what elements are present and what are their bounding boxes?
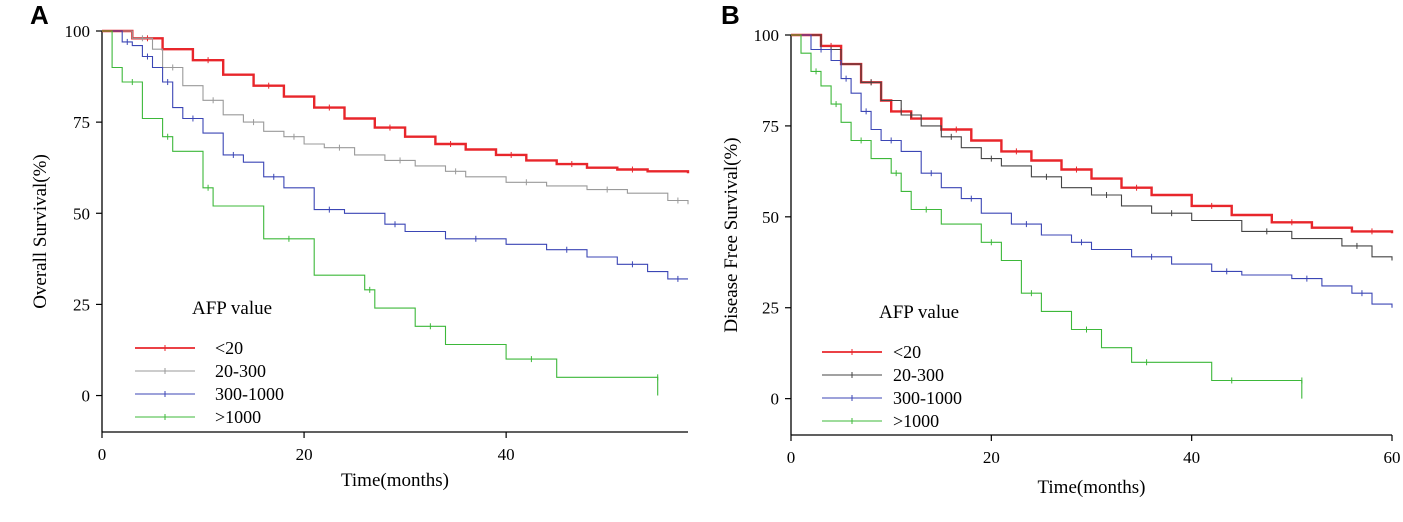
panel-a-series-20-300-censor-marks [141, 35, 679, 204]
panel-a-y-tick-label: 0 [82, 387, 91, 406]
panel-b-series-gt1000-curve [791, 34, 1303, 399]
panel-a-series-300-1000-curve [102, 30, 688, 280]
panel-b-disease-free-survival-chart: 0 25 50 75 100 0 20 40 60 Time(months) Disease Fre… [721, 26, 1401, 498]
panel-a-legend-label-gt1000: >1000 [215, 407, 261, 427]
panel-b-series-gt1000-censor-marks [815, 68, 1303, 384]
panel-b-x-tick-label: 0 [787, 448, 796, 467]
panel-b-x-tick-label: 60 [1384, 448, 1401, 467]
panel-b-y-axis-title: Disease Free Survival(%) [721, 137, 742, 332]
panel-b-y-tick-label: 75 [762, 117, 779, 136]
panel-b-series-300-1000-censor-marks [820, 46, 1363, 297]
panel-a-x-tick-label: 40 [498, 445, 515, 464]
panel-b-y-tick-label: 50 [762, 208, 779, 227]
panel-b-legend-label-20-300: 20-300 [893, 365, 944, 385]
panel-label-a: A [30, 0, 49, 30]
panel-label-b: B [721, 0, 740, 30]
panel-a-series-lt20-curve [102, 29, 690, 174]
panel-b-x-tick-label: 20 [983, 448, 1000, 467]
panel-a-x-axis-title: Time(months) [341, 470, 449, 491]
panel-a-y-axis-title: Overall Survival(%) [30, 154, 51, 309]
panel-b-series-20-300-censor-marks [830, 46, 1358, 249]
panel-b-series-300-1000-curve [791, 34, 1393, 308]
panel-b-legend-title: AFP value [879, 302, 959, 323]
panel-a-series-20-300-curve [102, 30, 689, 205]
panel-a-series-300-1000-censor-marks [126, 38, 679, 282]
panel-b-x-axis-title: Time(months) [1037, 477, 1145, 498]
panel-a-legend-label-lt20: <20 [215, 338, 243, 358]
panel-b-x-tick-label: 40 [1183, 448, 1200, 467]
panel-a-legend-title: AFP value [192, 298, 272, 319]
panel-a-y-tick-label: 25 [73, 295, 90, 314]
panel-a-x-tick-label: 0 [98, 445, 107, 464]
panel-b-series-lt20-censor-marks [830, 42, 1373, 235]
panel-a-overall-survival-chart: 0 25 50 75 100 0 20 40 Time(months) Overall Survi… [30, 22, 690, 491]
panel-a-series-lt20-censor-marks [146, 35, 633, 173]
panel-b-legend-label-300-1000: 300-1000 [893, 388, 962, 408]
panel-a-legend-label-20-300: 20-300 [215, 361, 266, 381]
panel-a-y-tick-label: 50 [73, 204, 90, 223]
panel-a-series-gt1000-curve [102, 30, 659, 396]
panel-b-legend-label-gt1000: >1000 [893, 411, 939, 431]
panel-b-series-20-300-curve [791, 34, 1393, 261]
panel-b-y-tick-label: 25 [762, 299, 779, 318]
panel-b-y-tick-label: 100 [754, 26, 780, 45]
panel-a-y-tick-label: 100 [65, 22, 91, 41]
panel-b-legend-label-lt20: <20 [893, 342, 921, 362]
panel-a-legend-label-300-1000: 300-1000 [215, 384, 284, 404]
panel-a-x-tick-label: 20 [296, 445, 313, 464]
panel-a-y-tick-label: 75 [73, 113, 90, 132]
panel-b-y-tick-label: 0 [771, 390, 780, 409]
panel-a-series-gt1000-censor-marks [131, 79, 659, 381]
